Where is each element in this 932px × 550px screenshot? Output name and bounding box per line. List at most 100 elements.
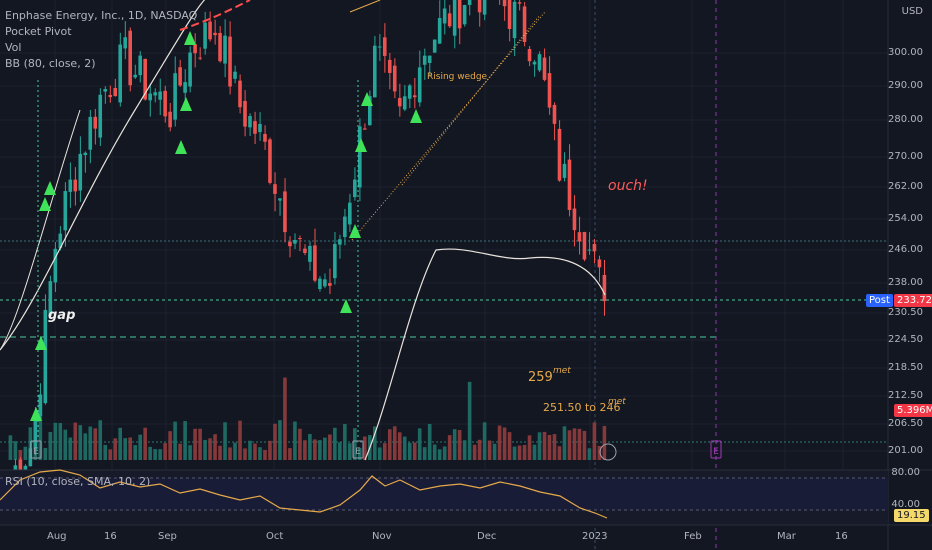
candle-body xyxy=(417,67,422,103)
candle-body xyxy=(512,1,517,39)
pocket-pivot-triangle xyxy=(349,224,361,238)
indicator-bb[interactable]: BB (80, close, 2) xyxy=(5,57,96,70)
volume-bar xyxy=(208,438,212,460)
candle-body xyxy=(283,191,287,233)
rsi-tick-label: 40.00 xyxy=(891,499,920,510)
volume-bar xyxy=(293,421,297,460)
candle-body xyxy=(592,243,597,252)
candle-body xyxy=(358,126,362,188)
volume-bar xyxy=(103,444,108,460)
volume-bar xyxy=(333,427,337,460)
price-tick-label: 262.00 xyxy=(888,181,923,192)
pocket-pivot-signals xyxy=(30,31,422,421)
candle-body xyxy=(412,95,417,98)
candle-body xyxy=(43,309,48,404)
volume-bar xyxy=(98,420,103,460)
volume-bar xyxy=(78,425,83,460)
volume-bar xyxy=(323,437,327,460)
volume-bar xyxy=(482,422,487,460)
volume-bar xyxy=(68,437,73,460)
volume-bar xyxy=(263,449,267,460)
time-tick-label: Oct xyxy=(266,531,284,542)
candle-body xyxy=(507,0,512,29)
candle-body xyxy=(63,191,68,231)
candle-body xyxy=(303,248,307,253)
rsi-legend[interactable]: RSI (10, close, SMA, 10, 2) xyxy=(5,475,151,488)
volume-bar xyxy=(338,442,342,460)
candle-body xyxy=(148,93,152,101)
volume-bar xyxy=(38,394,43,460)
candle-body xyxy=(198,57,202,59)
candle-body xyxy=(532,61,537,65)
symbol-title[interactable]: Enphase Energy, Inc., 1D, NASDAQ xyxy=(5,9,198,22)
volume-bar xyxy=(517,445,522,460)
time-tick-label: 16 xyxy=(104,531,117,542)
gap-annotation: gap xyxy=(48,308,76,323)
volume-bar xyxy=(243,448,247,460)
volume-bar xyxy=(502,427,507,460)
candle-body xyxy=(323,279,327,287)
indicator-pocket-pivot[interactable]: Pocket Pivot xyxy=(5,25,72,38)
earnings-marker-icon xyxy=(710,440,722,459)
pocket-pivot-triangle xyxy=(44,181,56,195)
met-annotation-1: met xyxy=(553,366,571,376)
volume-bar xyxy=(358,447,362,460)
time-tick-label: Aug xyxy=(47,531,67,542)
candle-body xyxy=(213,32,217,36)
candle-body xyxy=(467,0,472,5)
pocket-pivot-triangle xyxy=(39,197,51,211)
volume-bar xyxy=(133,445,137,460)
volume-bar xyxy=(562,426,567,460)
volume-bar xyxy=(288,448,292,460)
candle-body xyxy=(577,232,582,242)
dividend-marker-icon xyxy=(599,443,617,461)
candle-body xyxy=(168,111,172,128)
candle-body xyxy=(138,55,142,76)
volume-bar xyxy=(113,438,118,460)
currency-label: USD xyxy=(901,6,923,17)
volume-bar xyxy=(397,432,402,460)
candle-body xyxy=(587,249,592,251)
volume-bar xyxy=(303,440,307,460)
volume-bar xyxy=(213,434,217,460)
volume-bar xyxy=(258,447,262,460)
volume-bar xyxy=(587,448,592,460)
volume-bar xyxy=(108,449,113,460)
price-tick-label: 230.50 xyxy=(888,307,923,318)
candle-body xyxy=(597,259,602,268)
volume-bar xyxy=(223,422,227,460)
time-tick-label: Sep xyxy=(158,531,177,542)
bb-middle-line xyxy=(364,248,606,461)
horizontal-levels xyxy=(0,0,889,550)
candle-body xyxy=(308,245,312,262)
volume-bar xyxy=(417,428,422,460)
volume-bar xyxy=(278,420,282,460)
candle-body xyxy=(228,36,232,87)
volume-bar xyxy=(58,423,63,460)
candle-body xyxy=(203,22,207,49)
volume-bar xyxy=(138,434,142,460)
candle-body xyxy=(353,179,357,198)
candle-body xyxy=(153,92,157,96)
candle-body xyxy=(83,152,88,156)
time-tick-label: Dec xyxy=(477,531,497,542)
candle-body xyxy=(113,88,118,97)
volume-bar xyxy=(313,439,317,460)
volume-bar xyxy=(552,434,557,460)
candle-body xyxy=(78,153,83,191)
indicator-vol[interactable]: Vol xyxy=(5,41,22,54)
volume-bar xyxy=(432,444,437,460)
earnings-marker-label: E xyxy=(355,447,361,457)
volume-bar xyxy=(198,428,202,460)
pocket-pivot-triangle xyxy=(35,336,47,350)
candle-body xyxy=(387,59,392,73)
volume-bar xyxy=(308,434,312,460)
candle-body xyxy=(248,116,252,128)
candle-body xyxy=(318,278,322,290)
candle-body xyxy=(547,73,552,108)
volume-bar xyxy=(23,446,28,460)
volume-bar xyxy=(577,428,582,460)
volume-bar xyxy=(467,381,472,460)
